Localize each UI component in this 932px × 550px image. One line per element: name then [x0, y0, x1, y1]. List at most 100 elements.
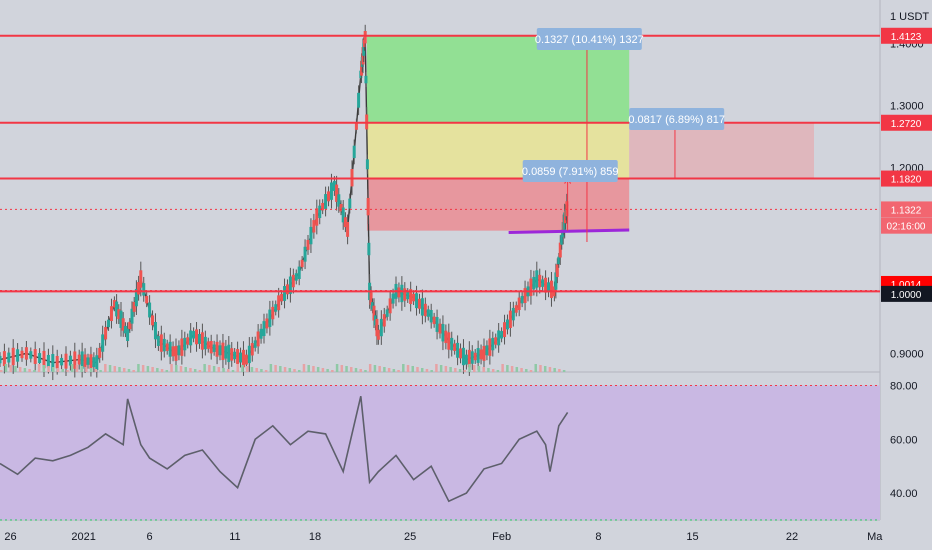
candle-body [558, 242, 562, 258]
candle-body [339, 203, 343, 212]
volume-bar [165, 370, 169, 372]
volume-bar [420, 368, 424, 372]
candle-body [529, 278, 533, 296]
candle-body [372, 305, 376, 321]
candle-body [148, 302, 152, 318]
candle-body [438, 323, 442, 334]
rsi-axis-tick: 60.00 [890, 434, 918, 446]
volume-bar [61, 369, 64, 372]
candle-body [288, 276, 292, 294]
candle-body [482, 345, 486, 361]
volume-bar [118, 367, 121, 372]
candle-body [24, 347, 28, 360]
candle-body [379, 318, 383, 337]
candle-body [423, 303, 427, 317]
candle-body [400, 284, 404, 303]
candle-body [137, 282, 141, 295]
volume-bar [335, 364, 339, 372]
volume-bar [326, 369, 329, 372]
candle-body [354, 122, 358, 130]
volume-bar [468, 364, 471, 372]
candle-body [221, 342, 225, 361]
volume-bar [293, 369, 296, 372]
candle-body [352, 145, 356, 159]
candle-body [555, 264, 559, 277]
volume-bar [113, 366, 117, 372]
candle-body [180, 338, 184, 356]
volume-bar [373, 365, 377, 372]
volume-bar [439, 365, 443, 372]
candle-body [332, 181, 336, 191]
candle-body [183, 337, 187, 351]
candle-body [271, 306, 275, 320]
candle-body [218, 345, 222, 356]
candle-body [450, 337, 454, 351]
candle-body [109, 306, 113, 322]
volume-bar [449, 367, 452, 372]
volume-bar [477, 366, 481, 372]
candle-body [159, 334, 163, 352]
volume-bar [9, 365, 12, 372]
volume-bar [411, 366, 415, 372]
price-axis-tag [881, 285, 932, 302]
candle-body [329, 182, 333, 200]
volume-bar [89, 368, 93, 372]
volume-bar [175, 365, 178, 372]
volume-bar [28, 369, 31, 372]
candle-body [33, 349, 37, 364]
volume-bar [520, 368, 523, 372]
volume-bar [463, 370, 467, 372]
candle-body [233, 351, 237, 360]
volume-bar [487, 368, 490, 372]
volume-bar [364, 370, 367, 372]
candle-body [174, 345, 178, 361]
candle-body [535, 270, 539, 288]
candle-body [151, 315, 155, 326]
candle-body [544, 277, 548, 293]
candle-body [11, 347, 15, 366]
volume-bar [525, 369, 528, 372]
candle-body [517, 297, 521, 310]
candle-body [209, 341, 213, 354]
candle-body [363, 31, 367, 44]
volume-bar [515, 367, 519, 372]
volume-bar [473, 365, 476, 372]
candle-body [274, 304, 278, 312]
volume-bar [548, 367, 552, 372]
volume-bar [387, 368, 391, 372]
candle-body [215, 341, 219, 357]
candle-body [277, 295, 281, 311]
volume-bar [444, 366, 448, 372]
volume-bar [331, 370, 334, 372]
time-axis-tick: 2021 [71, 531, 95, 543]
candle-body [92, 357, 96, 368]
candle-body [285, 284, 289, 295]
measure-label-box [536, 28, 642, 50]
candle-body [321, 202, 325, 211]
candle-body [461, 347, 465, 366]
price-axis-tag-label: 1.1820 [891, 175, 922, 186]
volume-bar [359, 369, 362, 372]
time-axis-tick: 22 [786, 531, 798, 543]
zone-profit [366, 35, 630, 123]
volume-bar [283, 367, 287, 372]
volume-bar [160, 369, 164, 372]
candle-body [348, 198, 352, 209]
candle-body [224, 346, 228, 359]
candle-body [121, 318, 125, 331]
candle-body [139, 270, 143, 288]
candle-body [294, 273, 298, 281]
candle-body [115, 301, 119, 317]
time-axis-tick: Ma [867, 531, 883, 543]
candle-body [406, 291, 410, 300]
volume-bar [122, 368, 126, 372]
volume-bar [42, 365, 46, 372]
volume-bar [368, 364, 372, 372]
volume-bar [151, 367, 154, 372]
volume-bar [397, 370, 400, 372]
candle-body [239, 352, 243, 363]
candle-body [259, 328, 263, 339]
candle-body [241, 349, 245, 368]
candle-body [366, 197, 370, 216]
candle-body [315, 208, 319, 226]
